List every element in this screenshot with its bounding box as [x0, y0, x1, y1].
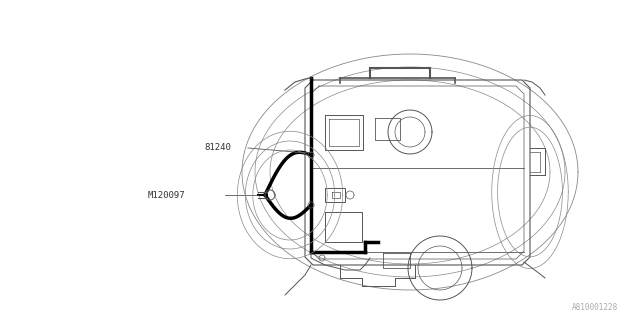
Text: 81240: 81240	[204, 143, 231, 153]
Text: A810001228: A810001228	[572, 303, 618, 312]
Text: M120097: M120097	[148, 190, 186, 199]
